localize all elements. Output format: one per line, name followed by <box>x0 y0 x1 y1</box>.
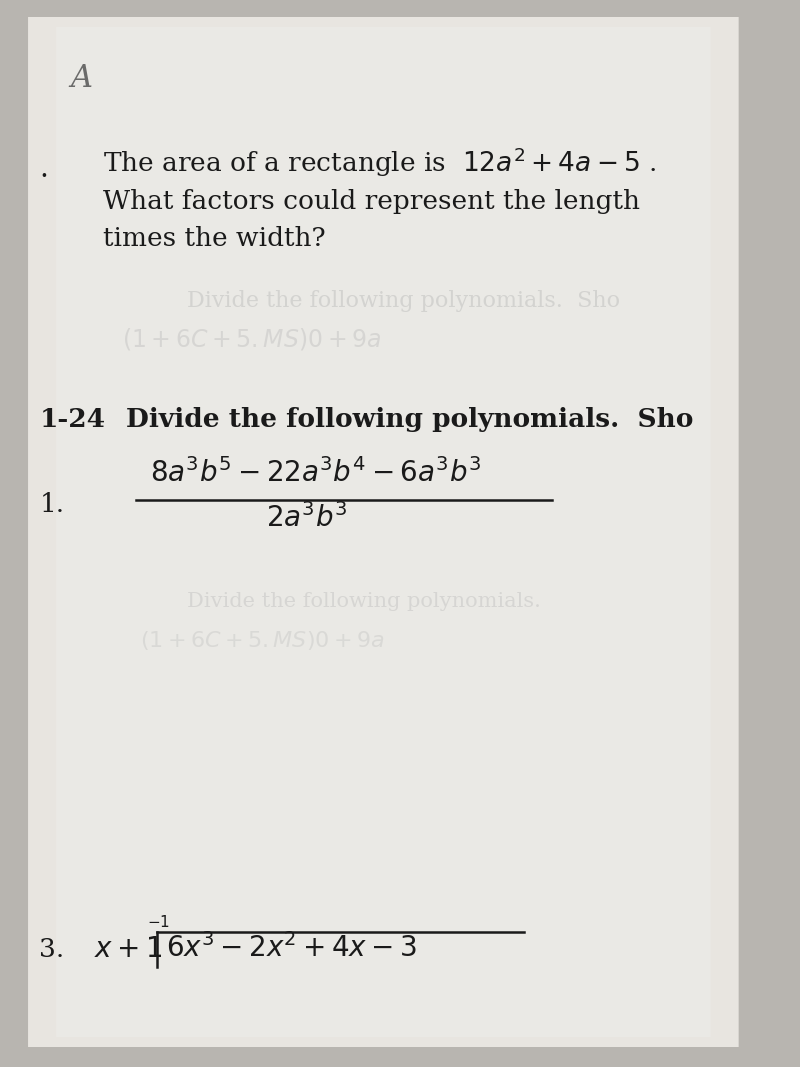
Text: Divide the following polynomials.  Sho: Divide the following polynomials. Sho <box>187 290 620 312</box>
Text: $-1$: $-1$ <box>146 914 170 930</box>
Text: Divide the following polynomials.: Divide the following polynomials. <box>187 592 541 611</box>
Text: The area of a rectangle is  $12a^2+4a-5$ .: The area of a rectangle is $12a^2+4a-5$ … <box>103 145 656 179</box>
Text: Divide the following polynomials.  Sho: Divide the following polynomials. Sho <box>126 407 694 432</box>
Text: $2a^3b^3$: $2a^3b^3$ <box>266 504 348 534</box>
Text: times the width?: times the width? <box>103 226 326 251</box>
Text: .: . <box>39 156 48 184</box>
Text: What factors could represent the length: What factors could represent the length <box>103 189 640 214</box>
Text: $8a^3b^5-22a^3b^4-6a^3b^3$: $8a^3b^5-22a^3b^4-6a^3b^3$ <box>150 458 482 488</box>
Text: 1.: 1. <box>39 492 64 517</box>
Text: A: A <box>70 63 92 94</box>
Text: $(1+6C+5.MS)0+9a$: $(1+6C+5.MS)0+9a$ <box>140 630 385 652</box>
FancyBboxPatch shape <box>56 27 710 1037</box>
Text: 3.: 3. <box>39 937 65 962</box>
Text: $x+1$: $x+1$ <box>94 936 162 964</box>
FancyBboxPatch shape <box>28 17 738 1047</box>
Text: $6x^3-2x^2+4x-3$: $6x^3-2x^2+4x-3$ <box>166 934 418 964</box>
Text: 1-24: 1-24 <box>39 407 106 432</box>
Text: $(1+6C+5.MS)0+9a$: $(1+6C+5.MS)0+9a$ <box>122 327 381 352</box>
